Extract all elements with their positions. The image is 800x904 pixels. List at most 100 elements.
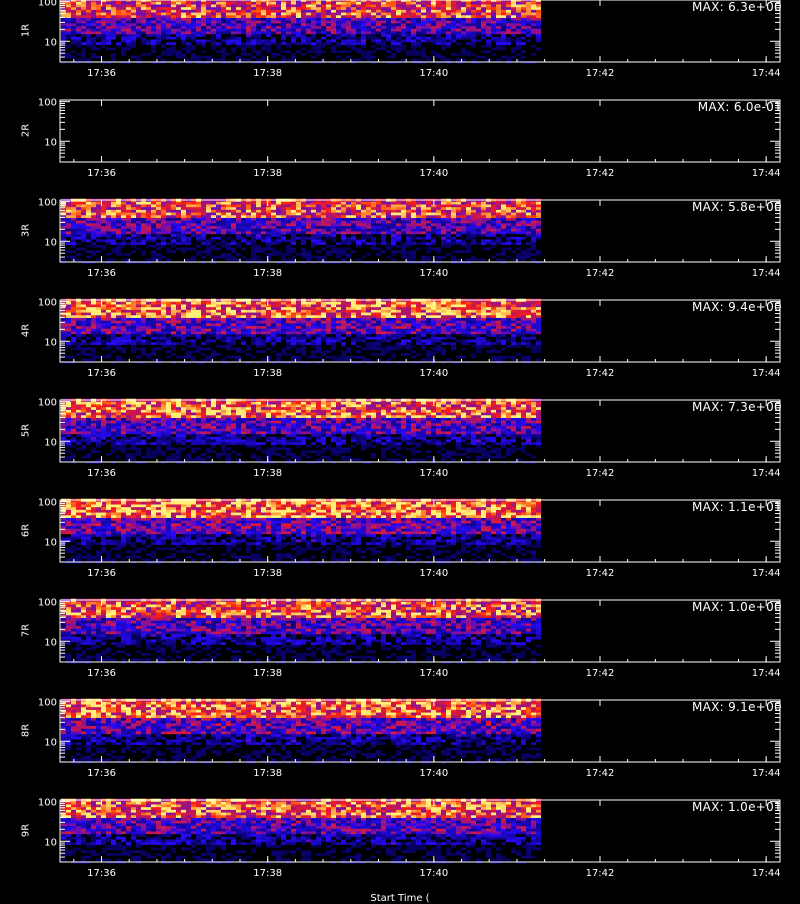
heatmap-cell	[466, 15, 471, 18]
heatmap-cell	[351, 258, 356, 261]
heatmap-cell	[201, 258, 206, 261]
heatmap-cell	[246, 250, 251, 253]
heatmap-cell	[116, 245, 121, 248]
heatmap-cell	[536, 50, 541, 53]
heatmap-cell	[151, 247, 156, 250]
heatmap-cell	[226, 212, 231, 215]
heatmap-cell	[396, 4, 401, 7]
heatmap-cell	[496, 207, 501, 210]
heatmap-cell	[521, 220, 526, 223]
heatmap-cell	[201, 250, 206, 253]
heatmap-cell	[326, 39, 331, 42]
heatmap-cell	[476, 20, 481, 23]
heatmap-cell	[231, 26, 236, 29]
heatmap-cell	[186, 236, 191, 239]
heatmap-cell	[486, 50, 491, 53]
heatmap-cell	[301, 245, 306, 248]
heatmap-cell	[351, 250, 356, 253]
heatmap-cell	[226, 50, 231, 53]
heatmap-cell	[211, 201, 216, 204]
heatmap-cell	[121, 250, 126, 253]
heatmap-cell	[351, 209, 356, 212]
heatmap-cell	[271, 253, 276, 256]
heatmap-cell	[66, 328, 71, 331]
heatmap-cell	[396, 31, 401, 34]
heatmap-cell	[421, 12, 426, 15]
heatmap-cell	[471, 220, 476, 223]
heatmap-cell	[476, 234, 481, 237]
heatmap-cell	[61, 34, 66, 37]
heatmap-cell	[246, 258, 251, 261]
heatmap-cell	[116, 242, 121, 245]
heatmap-cell	[81, 215, 86, 218]
heatmap-cell	[171, 218, 176, 221]
heatmap-cell	[91, 255, 96, 258]
heatmap-cell	[246, 39, 251, 42]
heatmap-cell	[446, 4, 451, 7]
heatmap-cell	[171, 242, 176, 245]
heatmap-cell	[346, 245, 351, 248]
heatmap-cell	[526, 20, 531, 23]
heatmap-cell	[181, 50, 186, 53]
heatmap-cell	[501, 236, 506, 239]
heatmap-cell	[471, 4, 476, 7]
heatmap-cell	[501, 215, 506, 218]
heatmap-cell	[161, 4, 166, 7]
heatmap-cell	[486, 255, 491, 258]
heatmap-cell	[231, 45, 236, 48]
heatmap-cell	[276, 245, 281, 248]
heatmap-cell	[156, 253, 161, 256]
heatmap-cell	[441, 7, 446, 10]
heatmap-cell	[96, 36, 101, 39]
heatmap-cell	[466, 50, 471, 53]
heatmap-cell	[106, 7, 111, 10]
heatmap-cell	[411, 231, 416, 234]
heatmap-cell	[431, 34, 436, 37]
heatmap-cell	[526, 31, 531, 34]
heatmap-cell	[256, 31, 261, 34]
heatmap-cell	[301, 223, 306, 226]
heatmap-cell	[526, 245, 531, 248]
heatmap-cell	[226, 255, 231, 258]
heatmap-cell	[281, 4, 286, 7]
heatmap-cell	[136, 223, 141, 226]
heatmap-cell	[506, 218, 511, 221]
heatmap-cell	[476, 23, 481, 26]
heatmap-cell	[141, 226, 146, 229]
heatmap-cell	[511, 247, 516, 250]
heatmap-cell	[146, 231, 151, 234]
heatmap-cell	[126, 9, 131, 12]
heatmap-cell	[371, 207, 376, 210]
heatmap-cell	[351, 218, 356, 221]
heatmap-cell	[76, 34, 81, 37]
heatmap-cell	[471, 20, 476, 23]
heatmap-cell	[406, 226, 411, 229]
heatmap-cell	[391, 253, 396, 256]
heatmap-cell	[111, 18, 116, 21]
heatmap-cell	[466, 7, 471, 10]
heatmap-cell	[526, 234, 531, 237]
heatmap-cell	[101, 12, 106, 15]
heatmap-cell	[231, 236, 236, 239]
heatmap-cell	[526, 220, 531, 223]
heatmap-cell	[436, 20, 441, 23]
heatmap-cell	[471, 253, 476, 256]
heatmap-cell	[131, 236, 136, 239]
heatmap-cell	[71, 253, 76, 256]
heatmap-cell	[241, 45, 246, 48]
heatmap-cell	[236, 55, 241, 58]
heatmap-cell	[221, 26, 226, 29]
heatmap-cell	[501, 53, 506, 56]
heatmap-cell	[276, 234, 281, 237]
heatmap-cell	[246, 15, 251, 18]
x-tick-label: 17:38	[253, 68, 282, 79]
heatmap-cell	[341, 1, 346, 4]
heatmap-cell	[436, 28, 441, 31]
heatmap-cell	[526, 50, 531, 53]
heatmap-cell	[526, 231, 531, 234]
heatmap-cell	[461, 15, 466, 18]
heatmap-cell	[136, 4, 141, 7]
heatmap-cell	[106, 250, 111, 253]
